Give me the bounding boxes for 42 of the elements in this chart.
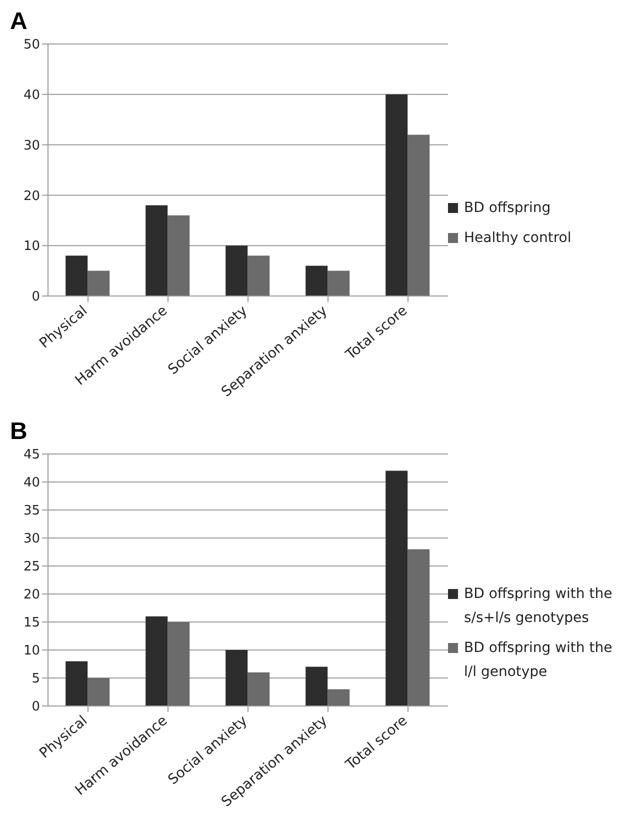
bar: [328, 689, 350, 706]
bar: [226, 650, 248, 706]
y-tick-label: 35: [23, 504, 40, 519]
y-tick-label: 10: [23, 239, 40, 254]
bar: [88, 678, 110, 706]
legend-label: BD offspring with the l/l genotype: [464, 639, 614, 682]
bar: [248, 256, 270, 296]
bar: [408, 134, 430, 296]
legend-label: BD offspring with the s/s+l/s genotypes: [464, 585, 614, 628]
legend-label: Healthy control: [464, 229, 572, 248]
y-tick-label: 0: [32, 290, 40, 305]
y-tick-label: 30: [23, 138, 40, 154]
y-tick-label: 20: [23, 188, 40, 204]
y-tick-label: 0: [32, 700, 40, 715]
y-tick-label: 10: [23, 644, 40, 659]
y-tick-label: 25: [23, 560, 40, 575]
bar: [146, 616, 168, 706]
bar: [66, 256, 88, 296]
y-tick-label: 20: [23, 588, 40, 603]
bar: [226, 246, 248, 296]
bar: [168, 215, 190, 296]
bar: [386, 94, 408, 296]
chart-title: A: [9, 8, 28, 36]
y-tick-label: 30: [23, 532, 40, 547]
bar: [408, 549, 430, 706]
y-tick-label: 40: [23, 476, 40, 491]
bar: [306, 266, 328, 296]
bar: [328, 270, 350, 296]
bar: [66, 661, 88, 706]
bar: [168, 622, 190, 706]
y-tick-label: 40: [23, 88, 40, 104]
y-tick-label: 45: [23, 448, 40, 463]
y-tick-label: 15: [23, 616, 40, 631]
bar: [146, 205, 168, 296]
y-tick-label: 50: [23, 38, 40, 53]
legend-label: BD offspring: [464, 199, 551, 218]
chart-title: B: [9, 418, 28, 446]
bar: [306, 666, 328, 706]
y-tick-label: 5: [32, 672, 40, 687]
bar: [248, 672, 270, 706]
bar: [88, 270, 110, 296]
bar: [386, 470, 408, 706]
